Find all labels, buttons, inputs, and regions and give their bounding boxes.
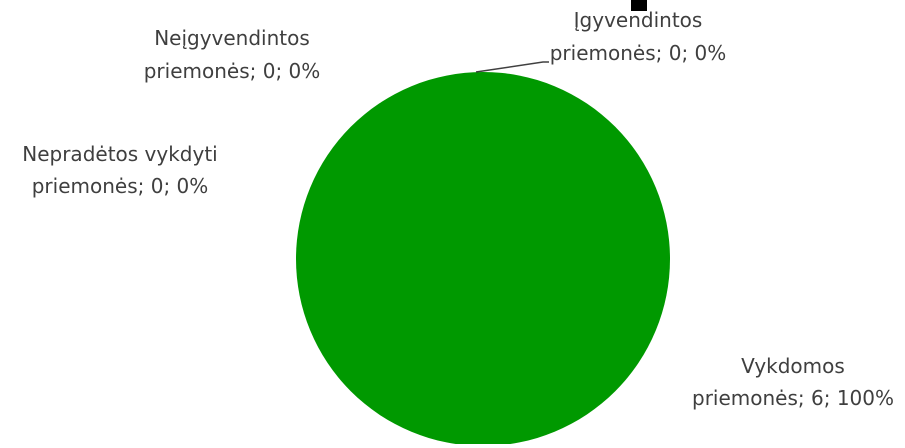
- pie-slice-1: [296, 72, 670, 446]
- data-labels: Įgyvendintos priemonės; 0; 0% Vykdomos prie…: [22, 8, 894, 410]
- data-label-line2: priemonės; 0; 0%: [32, 174, 209, 198]
- data-label-line1: Nepradėtos vykdyti: [22, 142, 217, 166]
- data-label-1: Vykdomos priemonės; 6; 100%: [692, 354, 894, 410]
- data-label-line1: Neįgyvendintos: [154, 26, 310, 50]
- data-label-line2: priemonės; 0; 0%: [144, 59, 321, 83]
- pie-slices: [296, 72, 670, 446]
- data-label-line1: Įgyvendintos: [574, 8, 703, 32]
- data-label-2: Nepradėtos vykdyti priemonės; 0; 0%: [22, 142, 217, 198]
- title-fragment: [631, 0, 647, 11]
- data-label-0: Įgyvendintos priemonės; 0; 0%: [550, 8, 727, 65]
- data-label-line2: priemonės; 6; 100%: [692, 386, 894, 410]
- data-label-line1: Vykdomos: [741, 354, 845, 378]
- data-label-line2: priemonės; 0; 0%: [550, 41, 727, 65]
- data-label-3: Neįgyvendintos priemonės; 0; 0%: [144, 26, 321, 83]
- leader-lines: [475, 61, 549, 73]
- leader-line-0: [475, 61, 549, 73]
